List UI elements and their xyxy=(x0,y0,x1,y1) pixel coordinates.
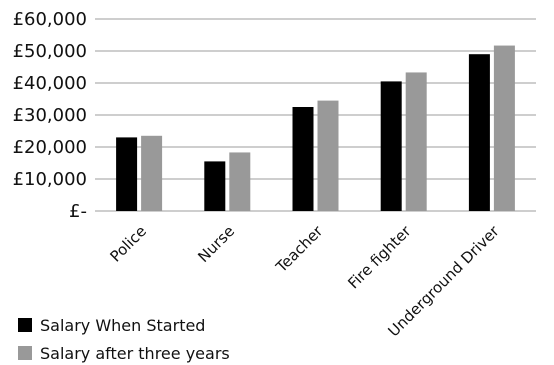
bar-started-nurse xyxy=(204,161,226,211)
bar-after-three-years-fire-fighter xyxy=(405,72,427,211)
bar-after-three-years-underground-driver xyxy=(493,45,515,212)
bars xyxy=(116,45,515,212)
legend-swatch xyxy=(18,318,32,332)
y-tick-label: £30,000 xyxy=(13,105,87,126)
x-category-label: Police xyxy=(106,222,149,265)
bar-started-police xyxy=(116,137,138,211)
x-category-label: Nurse xyxy=(194,222,238,266)
y-axis-ticks: £- £10,000 £20,000 £30,000 £40,000 £50,000 £60… xyxy=(13,9,87,222)
legend-swatch xyxy=(18,346,32,360)
legend: Salary When Started Salary after three ye… xyxy=(18,316,230,363)
legend-label: Salary after three years xyxy=(40,344,230,363)
bar-after-three-years-police xyxy=(141,135,163,211)
y-tick-label: £40,000 xyxy=(13,73,87,94)
x-category-label: Fire fighter xyxy=(344,222,415,293)
bar-started-fire-fighter xyxy=(380,81,402,212)
bar-after-three-years-teacher xyxy=(317,100,339,211)
gridlines xyxy=(95,18,536,212)
bar-after-three-years-nurse xyxy=(229,152,251,211)
legend-label: Salary When Started xyxy=(40,316,205,335)
y-tick-label: £20,000 xyxy=(13,137,87,158)
y-tick-label: £60,000 xyxy=(13,9,87,30)
y-tick-label: £- xyxy=(69,201,87,222)
y-tick-label: £50,000 xyxy=(13,41,87,62)
y-tick-label: £10,000 xyxy=(13,169,87,190)
bar-started-underground-driver xyxy=(468,54,490,212)
x-category-label: Teacher xyxy=(272,222,327,277)
bar-started-teacher xyxy=(292,107,314,211)
